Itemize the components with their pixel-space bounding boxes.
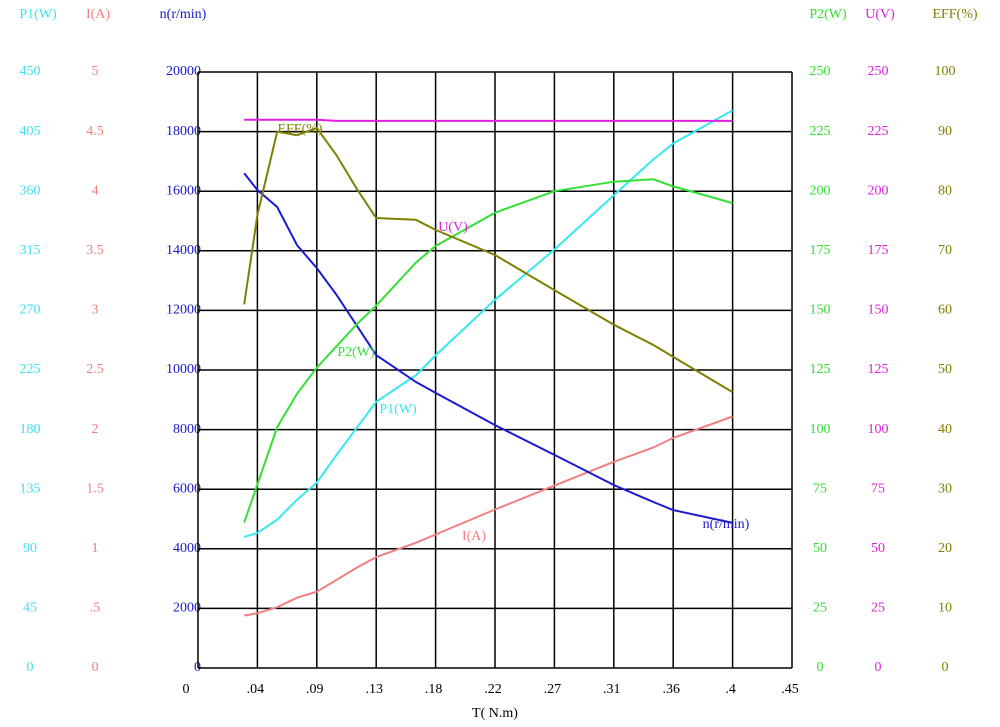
x-tick-label: .04 [247, 682, 265, 697]
y-tick-label: 45 [23, 601, 37, 616]
y-tick-label: 100 [810, 422, 831, 437]
series-label: n(r/min) [703, 517, 750, 532]
y-tick-label: 100 [935, 64, 956, 79]
x-tick-label: .36 [662, 682, 680, 697]
series-line [243, 109, 734, 538]
y-tick-label: 6000 [173, 481, 201, 496]
y-tick-label: 175 [868, 243, 889, 258]
y-tick-label: 200 [868, 183, 889, 198]
y-tick-label: 4000 [173, 541, 201, 556]
y-tick-label: 360 [20, 183, 41, 198]
y-tick-label: 3.5 [86, 243, 104, 258]
y-tick-label: 4.5 [86, 124, 104, 139]
axis-title: EFF(%) [932, 7, 977, 22]
y-tick-label: 25 [813, 601, 827, 616]
axis-title: P2(W) [809, 7, 847, 22]
series-label: P1(W) [379, 402, 417, 417]
y-tick-label: 0 [875, 660, 882, 675]
series-label: P2(W) [337, 345, 375, 360]
series-line [243, 126, 734, 393]
y-tick-label: 14000 [166, 243, 201, 258]
x-tick-label: .22 [484, 682, 502, 697]
y-tick-label: 3 [92, 303, 99, 318]
y-tick-label: 405 [20, 124, 41, 139]
y-tick-label: 100 [868, 422, 889, 437]
x-tick-label: .09 [306, 682, 324, 697]
y-tick-label: 1 [92, 541, 99, 556]
y-tick-label: 135 [20, 481, 41, 496]
y-tick-label: 2000 [173, 601, 201, 616]
y-tick-label: 90 [938, 124, 952, 139]
y-tick-label: 12000 [166, 303, 201, 318]
axis-title: U(V) [865, 7, 895, 22]
y-tick-label: 1.5 [86, 481, 104, 496]
x-axis-label: T( N.m) [472, 706, 518, 721]
y-tick-label: 125 [868, 362, 889, 377]
y-tick-label: 150 [868, 303, 889, 318]
x-tick-label: .18 [425, 682, 443, 697]
y-tick-label: 315 [20, 243, 41, 258]
y-tick-label: 200 [810, 183, 831, 198]
axis-title: P1(W) [19, 7, 57, 22]
y-tick-label: 90 [23, 541, 37, 556]
y-tick-label: 25 [871, 601, 885, 616]
y-tick-label: 60 [938, 303, 952, 318]
y-tick-label: 0 [92, 660, 99, 675]
axis-title: I(A) [86, 7, 110, 22]
y-tick-label: 30 [938, 481, 952, 496]
y-tick-label: 125 [810, 362, 831, 377]
y-tick-label: 70 [938, 243, 952, 258]
y-tick-label: 10 [938, 601, 952, 616]
y-tick-label: 0 [27, 660, 34, 675]
y-tick-label: 20 [938, 541, 952, 556]
y-tick-label: 180 [20, 422, 41, 437]
y-tick-label: 18000 [166, 124, 201, 139]
axis-title: n(r/min) [160, 7, 207, 22]
series-label: U(V) [438, 220, 468, 235]
x-tick-label: 0 [183, 682, 190, 697]
x-tick-label: .4 [725, 682, 736, 697]
series-line [243, 178, 733, 523]
y-tick-label: .5 [90, 601, 101, 616]
y-tick-label: 225 [20, 362, 41, 377]
y-tick-label: 50 [938, 362, 952, 377]
series-line [243, 172, 733, 524]
y-tick-label: 250 [810, 64, 831, 79]
y-tick-label: 20000 [166, 64, 201, 79]
y-tick-label: 8000 [173, 422, 201, 437]
y-tick-label: 175 [810, 243, 831, 258]
y-tick-label: 50 [813, 541, 827, 556]
y-tick-label: 40 [938, 422, 952, 437]
x-tick-label: .45 [781, 682, 799, 697]
y-tick-label: 2.5 [86, 362, 104, 377]
y-tick-label: 150 [810, 303, 831, 318]
series-line [244, 118, 733, 122]
y-tick-label: 80 [938, 183, 952, 198]
y-tick-label: 225 [810, 124, 831, 139]
y-tick-label: 250 [868, 64, 889, 79]
x-tick-label: .13 [365, 682, 383, 697]
y-tick-label: 75 [871, 481, 885, 496]
y-tick-label: 0 [942, 660, 949, 675]
series-line [244, 415, 733, 617]
y-tick-label: 16000 [166, 183, 201, 198]
y-tick-label: 450 [20, 64, 41, 79]
y-tick-label: 225 [868, 124, 889, 139]
y-tick-label: 4 [92, 183, 99, 198]
y-tick-label: 5 [92, 64, 99, 79]
y-tick-label: 10000 [166, 362, 201, 377]
y-tick-label: 270 [20, 303, 41, 318]
series-label: EFF(%) [277, 122, 322, 137]
x-tick-label: .27 [544, 682, 562, 697]
y-tick-label: 50 [871, 541, 885, 556]
y-tick-label: 0 [817, 660, 824, 675]
y-tick-label: 2 [92, 422, 99, 437]
x-tick-label: .31 [603, 682, 621, 697]
y-tick-label: 75 [813, 481, 827, 496]
series-label: I(A) [462, 529, 486, 544]
